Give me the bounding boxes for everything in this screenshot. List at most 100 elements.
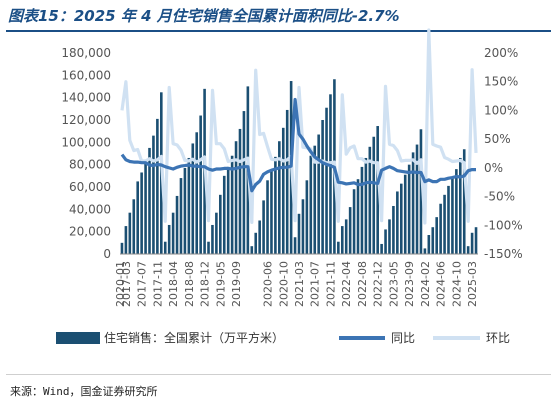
y-right-tick: -100% xyxy=(484,218,523,232)
bar-2023-11 xyxy=(415,144,419,254)
bar-2018-02 xyxy=(163,241,167,254)
bar-2019-08 xyxy=(230,155,234,254)
bar-2017-08 xyxy=(144,162,147,254)
bar-2019-06 xyxy=(222,175,226,254)
x-tick-label: 2021-11 xyxy=(324,261,337,307)
bar-2021-04 xyxy=(301,199,305,254)
bar-2024-08 xyxy=(447,185,450,254)
bar-2022-06 xyxy=(352,189,356,254)
bar-2023-10 xyxy=(411,152,415,254)
legend-label-mom: 环比 xyxy=(486,331,510,345)
bar-2022-10 xyxy=(368,146,372,254)
bar-2024-04 xyxy=(431,227,435,254)
bar-2019-07 xyxy=(226,166,230,254)
x-tick-label: 2020-06 xyxy=(262,261,275,307)
legend-label-yoy: 同比 xyxy=(391,331,415,345)
bar-2023-12 xyxy=(419,129,423,254)
x-tick-label: 2024-10 xyxy=(450,261,463,307)
chart: 0 20,000 40,000 60,000 80,000 100,000 120,000 1… xyxy=(56,28,523,345)
y-right-tick: 50% xyxy=(484,132,511,146)
y-right-tick: 150% xyxy=(484,75,518,89)
bar-2018-07 xyxy=(183,168,187,254)
bar-2021-08 xyxy=(317,134,320,254)
bar-2018-08 xyxy=(187,157,191,254)
bar-2023-04 xyxy=(388,219,391,254)
source-note: 来源：Wind，国金证券研究所 xyxy=(10,385,158,398)
bar-2024-12 xyxy=(462,149,466,254)
bar-2018-06 xyxy=(179,178,183,254)
bar-2019-04 xyxy=(215,212,218,254)
x-tick-label: 2017-07 xyxy=(136,261,149,307)
bar-2018-11 xyxy=(199,115,202,255)
bar-2021-10 xyxy=(325,107,328,254)
x-tick-label: 2022-08 xyxy=(356,261,369,307)
title-rule xyxy=(6,30,551,32)
line-环比 xyxy=(120,28,478,225)
axes: 0 20,000 40,000 60,000 80,000 100,000 120,000 1… xyxy=(61,46,522,307)
x-tick-label: 2021-03 xyxy=(293,261,306,307)
y-left-tick: 40,000 xyxy=(69,202,111,216)
bar-2019-05 xyxy=(219,194,222,254)
bar-2024-10 xyxy=(455,169,458,254)
bar-2018-05 xyxy=(175,195,179,254)
legend-swatch-bar xyxy=(56,332,100,344)
x-tick-label: 2019-05 xyxy=(214,261,227,307)
bar-2019-10 xyxy=(238,128,242,254)
bar-2017-04 xyxy=(128,212,132,254)
x-tick-label: 2018-08 xyxy=(183,261,196,307)
bar-2020-08 xyxy=(274,156,277,254)
x-tick-label: 2025-03 xyxy=(466,261,479,307)
bar-2025-02 xyxy=(466,246,470,254)
x-tick-label: 2022-12 xyxy=(372,261,385,307)
y-right-tick: 0% xyxy=(484,161,503,175)
bar-2022-03 xyxy=(340,226,344,254)
bar-2017-06 xyxy=(136,181,140,254)
bar-2024-07 xyxy=(443,194,446,254)
x-tick-label: 2024-02 xyxy=(419,261,432,307)
y-left-tick: 80,000 xyxy=(69,158,111,172)
bar-2019-11 xyxy=(242,111,246,254)
bar-2023-03 xyxy=(384,229,387,254)
bar-2017-09 xyxy=(148,147,151,254)
bar-2022-07 xyxy=(356,179,360,254)
y-left-tick: 60,000 xyxy=(69,180,111,194)
x-tick-label: 2017-03 xyxy=(120,261,133,307)
line-series xyxy=(120,28,478,225)
x-tick-label: 2020-10 xyxy=(277,261,290,307)
x-tick-label: 2022-04 xyxy=(340,261,353,307)
x-tick-label: 2023-09 xyxy=(403,261,416,307)
bar-2024-05 xyxy=(435,217,438,254)
bar-2022-04 xyxy=(344,219,348,254)
line-同比 xyxy=(120,97,476,193)
x-tick-label: 2017-11 xyxy=(151,261,164,307)
y-right-tick: -50% xyxy=(484,190,515,204)
bar-2020-07 xyxy=(270,169,273,254)
bar-2021-02 xyxy=(293,237,297,254)
bar-2024-02 xyxy=(423,248,427,254)
bar-2020-02 xyxy=(250,246,254,254)
bar-2020-09 xyxy=(278,141,281,254)
bar-2020-04 xyxy=(258,220,261,254)
bar-2019-03 xyxy=(211,224,214,254)
bar-2022-02 xyxy=(337,241,340,254)
bar-2022-05 xyxy=(348,207,352,254)
bar-2021-06 xyxy=(309,155,313,254)
bar-2023-09 xyxy=(407,164,411,254)
x-tick-label: 2021-07 xyxy=(309,261,322,307)
bar-2017-10 xyxy=(152,135,155,254)
bar-2023-05 xyxy=(392,205,395,254)
bar-2017-05 xyxy=(132,199,136,254)
y-left-tick: 140,000 xyxy=(61,91,111,105)
bar-2024-11 xyxy=(458,157,462,254)
bar-2017-02 xyxy=(120,242,124,254)
bar-2017-03 xyxy=(124,226,128,254)
bar-2023-02 xyxy=(380,243,383,254)
bar-2023-08 xyxy=(403,174,407,254)
bar-2022-09 xyxy=(364,157,368,254)
bar-2020-10 xyxy=(281,127,285,254)
bar-2022-11 xyxy=(372,136,376,254)
bar-2023-07 xyxy=(399,183,403,254)
chart-title: 图表15：2025 年 4 月住宅销售全国累计面积同比-2.7% xyxy=(8,7,400,25)
bar-2024-09 xyxy=(451,178,454,254)
bar-2019-02 xyxy=(207,241,210,254)
